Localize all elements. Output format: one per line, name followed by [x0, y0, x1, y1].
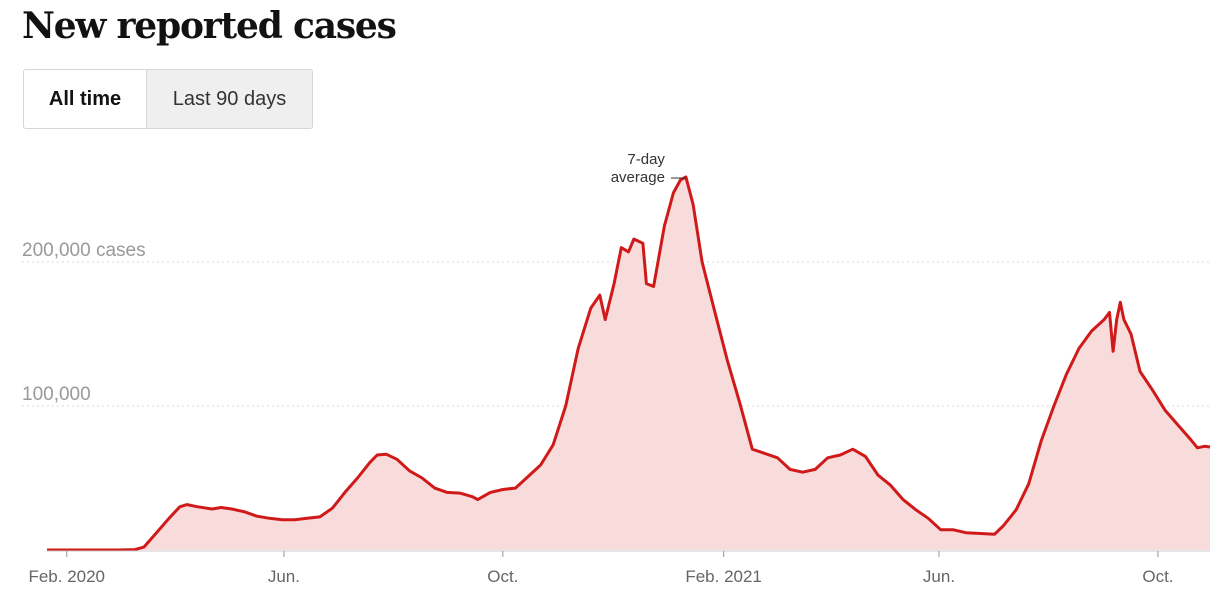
last-90-days-button[interactable]: Last 90 days — [146, 70, 312, 128]
y-tick-label: 200,000 cases — [22, 240, 146, 261]
time-range-toggle: All time Last 90 days — [23, 69, 313, 129]
y-tick-label: 100,000 — [22, 384, 91, 405]
x-tick-label: Feb. 2021 — [685, 567, 762, 586]
chart-title: New reported cases — [22, 5, 397, 47]
annotation-label-line1: 7-day — [627, 151, 665, 168]
cases-line — [47, 175, 1211, 552]
x-tick-label: Feb. 2020 — [28, 567, 105, 586]
cases-chart: 200,000 cases 100,000 Feb. 2020 Jun. Oct. Feb… — [22, 151, 1211, 586]
x-tick-label: Oct. — [1142, 567, 1173, 586]
cases-area — [47, 177, 1210, 550]
annotation-label-line2: average — [611, 169, 665, 186]
x-tick-label: Jun. — [268, 567, 300, 586]
x-tick-label: Oct. — [487, 567, 518, 586]
x-tick-label: Jun. — [923, 567, 955, 586]
all-time-button[interactable]: All time — [24, 70, 146, 128]
